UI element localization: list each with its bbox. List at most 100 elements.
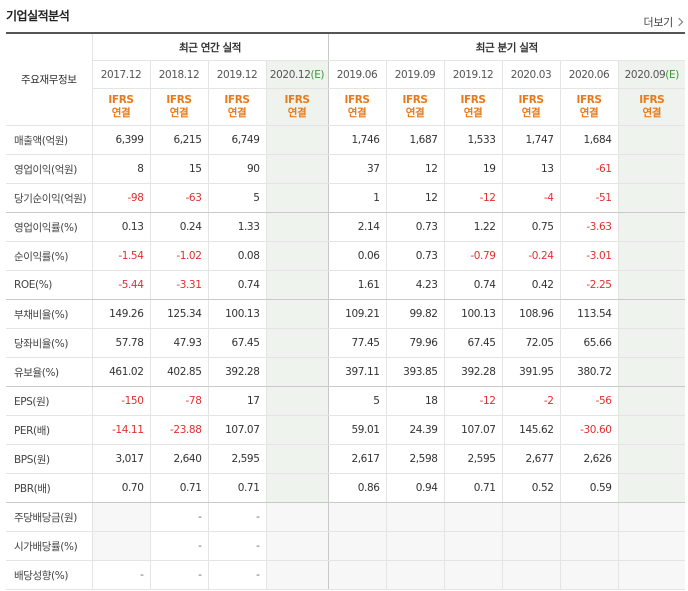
period-label: 2019.06 [336, 68, 378, 81]
table-cell: 392.28 [207, 357, 266, 387]
row-label: 주당배당금(원) [6, 502, 92, 532]
table-cell: 2,626 [559, 444, 619, 474]
table-cell: 15 [149, 154, 208, 184]
period-header: 2017.12 [91, 60, 150, 89]
period-header: 2020.03 [501, 60, 561, 89]
table-cell: 6,215 [149, 125, 208, 155]
row-label: 배당성향(%) [6, 560, 92, 590]
table-cell [265, 125, 329, 155]
estimate-mark: (E) [665, 68, 679, 81]
table-cell: 13 [501, 154, 561, 184]
table-cell [327, 502, 387, 532]
table-cell: - [207, 560, 266, 590]
table-row: EPS(원) -150 -78 17 5 18 -12 -2 -56 [6, 386, 686, 416]
consolidated-label: 연결 [347, 107, 367, 119]
table-row: 배당성향(%) - - - [6, 560, 686, 590]
table-cell: 47.93 [149, 328, 208, 358]
table-cell [385, 502, 445, 532]
financial-summary-table: 주요재무정보 최근 연간 실적 최근 분기 실적 2017.12 2018.12 2… [6, 32, 686, 590]
table-cell: -78 [149, 386, 208, 416]
ifrs-label: IFRS [402, 94, 428, 106]
table-cell: -51 [559, 183, 619, 213]
consolidated-label: 연결 [405, 107, 425, 119]
table-cell [265, 502, 329, 532]
table-cell: 380.72 [559, 357, 619, 387]
consolidated-label: 연결 [463, 107, 483, 119]
table-cell: -12 [443, 183, 503, 213]
row-header-label: 주요재무정보 [6, 32, 92, 126]
row-label: 당기순이익(억원) [6, 183, 92, 213]
table-cell: -3.01 [559, 241, 619, 271]
ifrs-label: IFRS [224, 94, 250, 106]
row-label: EPS(원) [6, 386, 92, 416]
table-cell [617, 125, 686, 155]
table-row: 영업이익(억원) 8 15 90 37 12 19 13 -61 [6, 154, 686, 184]
table-cell: 107.07 [207, 415, 266, 445]
table-cell: -61 [559, 154, 619, 184]
table-cell: 1.33 [207, 212, 266, 242]
table-cell: 67.45 [207, 328, 266, 358]
table-cell: - [91, 560, 150, 590]
table-cell: 0.74 [443, 270, 503, 300]
row-label: ROE(%) [6, 270, 92, 300]
accounting-standard: IFRS 연결 [149, 88, 208, 126]
table-cell: 90 [207, 154, 266, 184]
estimate-mark: (E) [310, 68, 325, 81]
table-row: PBR(배) 0.70 0.71 0.71 0.86 0.94 0.71 0.52 0.59 [6, 473, 686, 503]
table-cell [385, 560, 445, 590]
row-label: 순이익률(%) [6, 241, 92, 271]
table-cell [265, 328, 329, 358]
table-cell [265, 270, 329, 300]
table-cell [501, 502, 561, 532]
row-label: PBR(배) [6, 473, 92, 503]
table-cell [617, 444, 686, 474]
table-row: 유보율(%) 461.02 402.85 392.28 397.11 393.85 392.… [6, 357, 686, 387]
more-link[interactable]: 더보기 [643, 14, 684, 30]
table-cell [385, 531, 445, 561]
table-cell: 1 [327, 183, 387, 213]
table-cell: 461.02 [91, 357, 150, 387]
table-cell: 17 [207, 386, 266, 416]
table-cell: 6,749 [207, 125, 266, 155]
table-cell: 12 [385, 183, 445, 213]
table-cell [617, 328, 686, 358]
table-cell: -2 [501, 386, 561, 416]
table-cell: 2,617 [327, 444, 387, 474]
table-cell: 65.66 [559, 328, 619, 358]
table-cell [501, 531, 561, 561]
table-cell: 0.42 [501, 270, 561, 300]
row-label: BPS(원) [6, 444, 92, 474]
table-cell [617, 502, 686, 532]
table-cell: 0.73 [385, 212, 445, 242]
table-cell: 0.08 [207, 241, 266, 271]
table-cell: - [207, 502, 266, 532]
table-cell: 12 [385, 154, 445, 184]
accounting-standard: IFRS 연결 [91, 88, 150, 126]
table-cell [617, 270, 686, 300]
accounting-standard: IFRS 연결 [327, 88, 387, 126]
consolidated-label: 연결 [579, 107, 599, 119]
table-cell: 1,684 [559, 125, 619, 155]
table-cell [617, 560, 686, 590]
table-row: 주당배당금(원) - - [6, 502, 686, 532]
table-cell [443, 502, 503, 532]
ifrs-label: IFRS [460, 94, 486, 106]
table-cell: 0.13 [91, 212, 150, 242]
table-cell: 1.22 [443, 212, 503, 242]
table-cell [91, 531, 150, 561]
table-cell: -56 [559, 386, 619, 416]
table-cell: 145.62 [501, 415, 561, 445]
table-cell: 0.75 [501, 212, 561, 242]
table-cell [265, 299, 329, 329]
row-label: 당좌비율(%) [6, 328, 92, 358]
table-cell: 0.94 [385, 473, 445, 503]
table-cell: 5 [207, 183, 266, 213]
table-cell: 77.45 [327, 328, 387, 358]
table-cell: 0.86 [327, 473, 387, 503]
table-cell: 109.21 [327, 299, 387, 329]
more-link-label: 더보기 [643, 16, 674, 29]
table-row: PER(배) -14.11 -23.88 107.07 59.01 24.39 107.07… [6, 415, 686, 445]
table-row: 시가배당률(%) - - [6, 531, 686, 561]
table-cell: 0.24 [149, 212, 208, 242]
table-cell: 100.13 [443, 299, 503, 329]
